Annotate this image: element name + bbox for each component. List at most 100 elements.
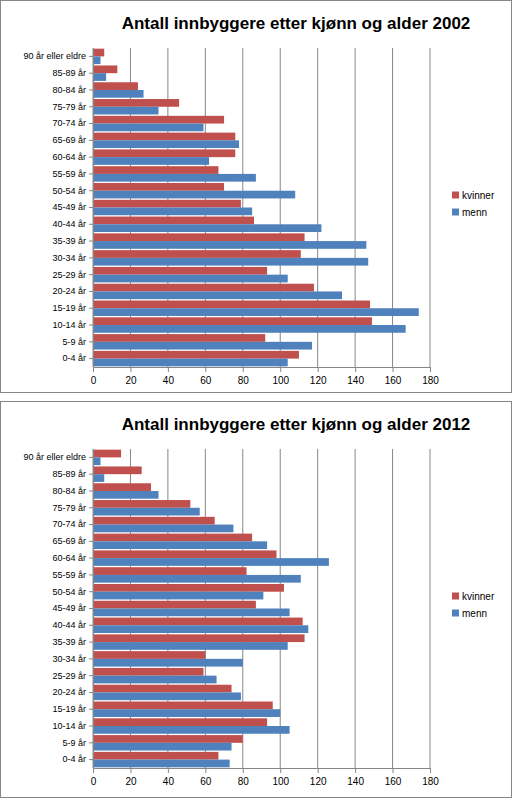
- tick: 40: [163, 367, 175, 386]
- tick: 40: [163, 768, 175, 787]
- bar: [93, 73, 106, 81]
- tick-label: 180: [422, 375, 439, 386]
- tick: 20-24 år: [52, 286, 93, 296]
- tick-label: 20: [125, 375, 137, 386]
- tick-label: 45-49 år: [52, 202, 86, 212]
- tick: 140: [347, 367, 364, 386]
- grid: [93, 449, 430, 768]
- chart: Antall innbyggere etter kjønn og alder 2…: [1, 1, 512, 393]
- legend: kvinner menn: [452, 190, 495, 218]
- tick-mark: [89, 224, 93, 225]
- bar: [93, 301, 370, 309]
- bar: [93, 258, 368, 266]
- tick-mark: [393, 768, 394, 773]
- legend: kvinnermenn: [452, 591, 495, 619]
- tick: 45-49 år: [52, 202, 93, 212]
- bar: [93, 534, 252, 542]
- tick: 75-79 år: [52, 503, 93, 513]
- tick-mark: [280, 367, 281, 372]
- tick-label: 70-74 år: [52, 118, 86, 128]
- bar: [93, 584, 284, 592]
- tick-label: 30-34 år: [52, 654, 86, 664]
- tick-label: 20-24 år: [52, 687, 86, 697]
- bar: [93, 525, 233, 533]
- tick-label: 90 år eller eldre: [23, 452, 86, 462]
- tick: 75-79 år: [52, 102, 93, 112]
- bar: [93, 735, 243, 743]
- tick-mark: [89, 291, 93, 292]
- bar: [93, 760, 230, 768]
- tick-mark: [130, 367, 131, 372]
- tick: 160: [385, 768, 402, 787]
- tick: 140: [347, 768, 364, 787]
- tick: 90 år eller eldre: [23, 452, 93, 462]
- bar: [93, 149, 235, 157]
- tick-label: 60: [200, 375, 212, 386]
- tick: 40-44 år: [52, 219, 93, 229]
- bar: [93, 541, 267, 549]
- bar: [93, 241, 366, 249]
- bars: [93, 450, 329, 768]
- legend-label: menn: [462, 207, 487, 218]
- tick: 0: [91, 768, 97, 787]
- legend-item: menn: [452, 608, 487, 619]
- tick-label: 85-89 år: [52, 68, 86, 78]
- bar: [93, 517, 215, 525]
- tick-mark: [89, 325, 93, 326]
- tick-label: 30-34 år: [52, 253, 86, 263]
- legend-item: kvinner: [452, 190, 495, 201]
- tick-mark: [89, 106, 93, 107]
- tick-mark: [205, 367, 206, 372]
- tick-label: 5-9 år: [62, 337, 86, 347]
- tick-label: 40: [163, 375, 175, 386]
- bar: [93, 457, 100, 465]
- tick-label: 80: [238, 375, 250, 386]
- tick: 85-89 år: [52, 68, 93, 78]
- chart: Antall innbyggere etter kjønn og alder 2…: [1, 402, 512, 798]
- bar: [93, 659, 243, 667]
- bars: [93, 49, 419, 367]
- tick-mark: [89, 591, 93, 592]
- legend-label: kvinner: [462, 190, 495, 201]
- tick: 90 år eller eldre: [23, 51, 93, 61]
- chart-border: [1, 1, 512, 393]
- tick-mark: [89, 726, 93, 727]
- tick: 35-39 år: [52, 236, 93, 246]
- tick: 15-19 år: [52, 704, 93, 714]
- bar: [93, 233, 305, 241]
- bar: [93, 267, 267, 275]
- tick-mark: [89, 742, 93, 743]
- bar: [93, 651, 205, 659]
- bar: [93, 224, 321, 232]
- chart-title: Antall innbyggere etter kjønn og alder 2…: [122, 14, 471, 33]
- bar: [93, 709, 280, 717]
- bar: [93, 642, 288, 650]
- tick: 5-9 år: [62, 738, 93, 748]
- bar: [93, 174, 256, 182]
- bar: [93, 166, 218, 174]
- tick: 60: [200, 768, 212, 787]
- tick: 80-84 år: [52, 85, 93, 95]
- tick-label: 60-64 år: [52, 152, 86, 162]
- bar: [93, 200, 241, 208]
- tick-mark: [318, 768, 319, 773]
- tick-mark: [89, 675, 93, 676]
- legend-item: menn: [452, 207, 487, 218]
- axis-line: [94, 367, 431, 368]
- legend-swatch: [452, 209, 459, 216]
- bar: [93, 718, 267, 726]
- tick-label: 50-54 år: [52, 186, 86, 196]
- tick-label: 60-64 år: [52, 553, 86, 563]
- tick-mark: [89, 73, 93, 74]
- tick-label: 0-4 år: [62, 353, 86, 363]
- tick-label: 55-59 år: [52, 169, 86, 179]
- bar: [93, 157, 209, 165]
- bar: [93, 359, 288, 367]
- tick-label: 140: [347, 375, 364, 386]
- bar: [93, 65, 117, 73]
- tick-mark: [393, 367, 394, 372]
- tick-mark: [430, 768, 431, 773]
- tick: 100: [272, 768, 289, 787]
- tick-label: 85-89 år: [52, 469, 86, 479]
- tick-label: 15-19 år: [52, 303, 86, 313]
